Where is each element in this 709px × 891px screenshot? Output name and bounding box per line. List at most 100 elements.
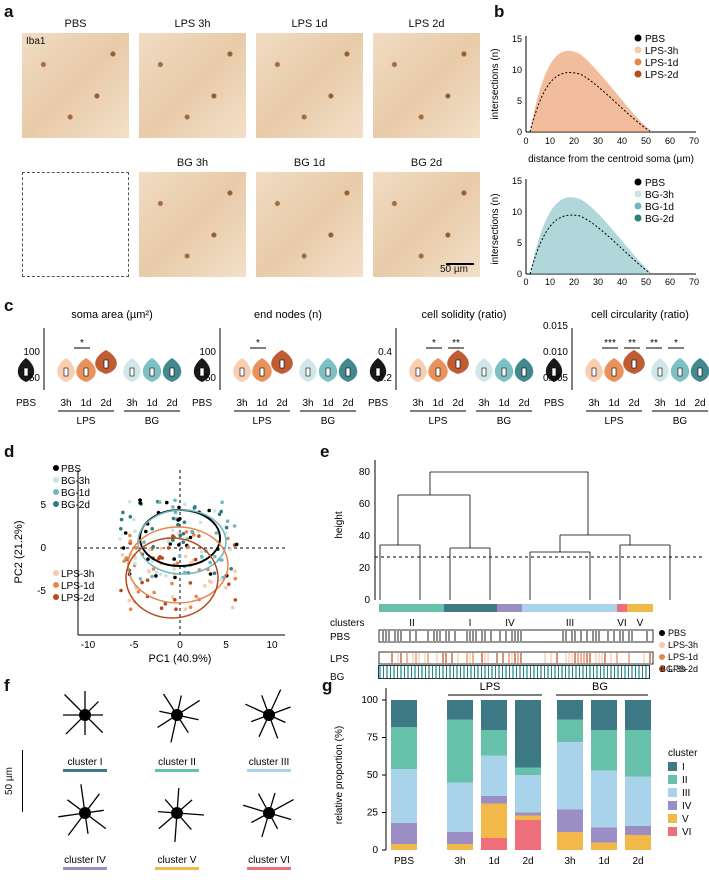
b-ytick: 0: [517, 269, 522, 279]
c-group-label: LPS: [429, 416, 448, 427]
c-ytick: 0.015: [543, 321, 568, 332]
c-sig: *: [674, 338, 678, 349]
g-legend-label: III: [682, 788, 690, 799]
d-point: [133, 561, 137, 566]
d-point: [207, 508, 211, 513]
g-bar-segment: [557, 832, 583, 850]
d-point: [188, 581, 193, 585]
b-xtick: 60: [665, 136, 675, 146]
c-sig: ***: [604, 338, 616, 349]
c-box: [63, 367, 69, 377]
e-ytick: 0: [364, 595, 370, 606]
e-cluster-name: I: [469, 618, 472, 629]
e-legend-item: LPS-3h: [668, 640, 698, 650]
b-ytick: 15: [512, 34, 522, 44]
b-xtick: 70: [689, 136, 699, 146]
f-cluster-label: cluster III: [249, 757, 290, 768]
panel-letter-a: a: [4, 2, 14, 21]
c-box: [435, 367, 441, 377]
d-point: [150, 527, 154, 531]
d-point: [233, 598, 238, 602]
g-xlabel: 2d: [522, 856, 533, 867]
d-point: [123, 531, 128, 535]
c-xlabel: 2d: [100, 398, 111, 409]
d-point: [128, 607, 133, 611]
d-point: [124, 556, 128, 560]
b-legend-item: PBS: [645, 34, 665, 45]
d-point: [219, 509, 223, 514]
d-point: [151, 545, 155, 549]
g-bar-segment: [447, 782, 473, 832]
d-point: [140, 580, 144, 585]
b-xtick: 50: [641, 136, 651, 146]
g-bar-segment: [557, 700, 583, 720]
d-point: [208, 572, 213, 576]
g-bar-segment: [481, 700, 507, 730]
c-ytick: 100: [199, 347, 216, 358]
b-xtick: 60: [665, 277, 675, 286]
scale-bar-label: 50 µm: [440, 264, 468, 275]
c-box: [375, 367, 381, 377]
d-point: [173, 510, 178, 515]
d-point: [172, 557, 176, 561]
e-cluster-names: II I IV III VI V: [409, 618, 643, 629]
c-ytick: 50: [205, 373, 217, 384]
micro-label: LPS 3h: [174, 18, 211, 30]
d-point: [192, 506, 197, 510]
e-cluster-name: IV: [505, 618, 515, 629]
c-box: [481, 367, 487, 377]
g-xlabel: 1d: [598, 856, 609, 867]
e-ytick: 60: [359, 499, 371, 510]
c-box: [591, 367, 597, 377]
g-bar-segment: [557, 809, 583, 832]
b-line-pbs-bottom: [529, 214, 651, 275]
g-bar-segment: [515, 820, 541, 850]
micro-label: BG 1d: [293, 157, 326, 169]
c-box: [239, 367, 245, 377]
c-xlabel: 3h: [302, 398, 313, 409]
d-xlabel: PC1 (40.9%): [149, 653, 212, 665]
b-yticks-bottom: 0 5 10 15: [512, 176, 522, 279]
g-bar-segment: [625, 835, 651, 850]
g-bar-segment: [447, 844, 473, 850]
g-legend-swatch: [668, 814, 677, 823]
micro-label: LPS 1d: [291, 18, 328, 30]
d-point: [227, 582, 231, 586]
b-legend-bottom: PBS BG-3h BG-1d BG-2d: [634, 178, 674, 225]
g-bar-segment: [557, 742, 583, 810]
d-point: [159, 546, 164, 551]
e-cluster-name: II: [409, 618, 415, 629]
c-xlabel: 3h: [588, 398, 599, 409]
g-legend-swatch: [668, 762, 677, 771]
c-title: cell circularity (ratio): [591, 309, 689, 321]
c-xlabel: 2d: [166, 398, 177, 409]
b-legend-item: LPS-2d: [645, 70, 678, 81]
c-sig: **: [452, 338, 460, 349]
c-xlabel: 1d: [256, 398, 267, 409]
d-ytick: 0: [40, 543, 46, 554]
d-point: [183, 502, 187, 506]
d-point: [172, 567, 176, 571]
c-group-label: BG: [673, 416, 688, 427]
d-point: [127, 598, 132, 603]
c-xlabel: PBS: [368, 398, 388, 409]
c-ytick: 0.4: [378, 347, 392, 358]
b-ytick: 15: [512, 176, 522, 186]
c-xlabel: 2d: [276, 398, 287, 409]
c-box: [521, 367, 527, 377]
b-legend-item: PBS: [645, 178, 665, 189]
g-xlabel: 1d: [488, 856, 499, 867]
b-xtick: 30: [593, 277, 603, 286]
b-legend-item: LPS-3h: [645, 46, 678, 57]
e-strip-pbs: [378, 629, 654, 643]
b-legend-item: BG-2d: [645, 214, 674, 225]
b-xtick: 20: [569, 136, 579, 146]
c-box: [345, 367, 351, 377]
f-cell: [245, 689, 291, 739]
d-point: [182, 520, 187, 525]
g-xlabel: 3h: [564, 856, 575, 867]
d-point: [228, 547, 233, 552]
d-point: [138, 498, 142, 502]
c-box: [305, 367, 311, 377]
d-point: [120, 553, 125, 557]
